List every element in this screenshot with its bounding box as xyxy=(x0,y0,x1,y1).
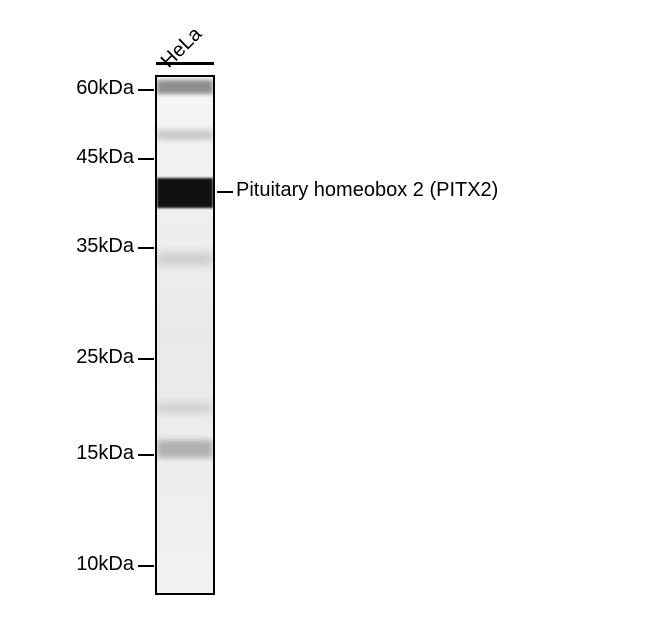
blot-band xyxy=(157,440,213,458)
annotation-tick xyxy=(217,191,233,193)
blot-band xyxy=(157,252,213,266)
blot-lane xyxy=(155,75,215,595)
lane-header-hela: HeLa xyxy=(157,23,207,73)
lane-header-underline xyxy=(156,62,214,65)
ladder-label: 25kDa xyxy=(76,346,134,369)
blot-band xyxy=(157,402,213,414)
blot-band xyxy=(157,80,213,94)
ladder-tick xyxy=(138,247,154,249)
ladder-label: 45kDa xyxy=(76,146,134,169)
ladder-label: 15kDa xyxy=(76,442,134,465)
annotation-label-pitx2: Pituitary homeobox 2 (PITX2) xyxy=(236,179,498,202)
ladder-tick xyxy=(138,454,154,456)
ladder-label: 60kDa xyxy=(76,77,134,100)
blot-band xyxy=(157,178,213,208)
ladder-label: 35kDa xyxy=(76,235,134,258)
western-blot-figure: 60kDa 45kDa 35kDa 25kDa 15kDa 10kDa HeLa Pitu… xyxy=(0,0,650,625)
ladder-tick xyxy=(138,565,154,567)
blot-band xyxy=(157,130,213,140)
ladder-tick xyxy=(138,89,154,91)
ladder-tick xyxy=(138,358,154,360)
ladder-tick xyxy=(138,158,154,160)
ladder-label: 10kDa xyxy=(76,553,134,576)
